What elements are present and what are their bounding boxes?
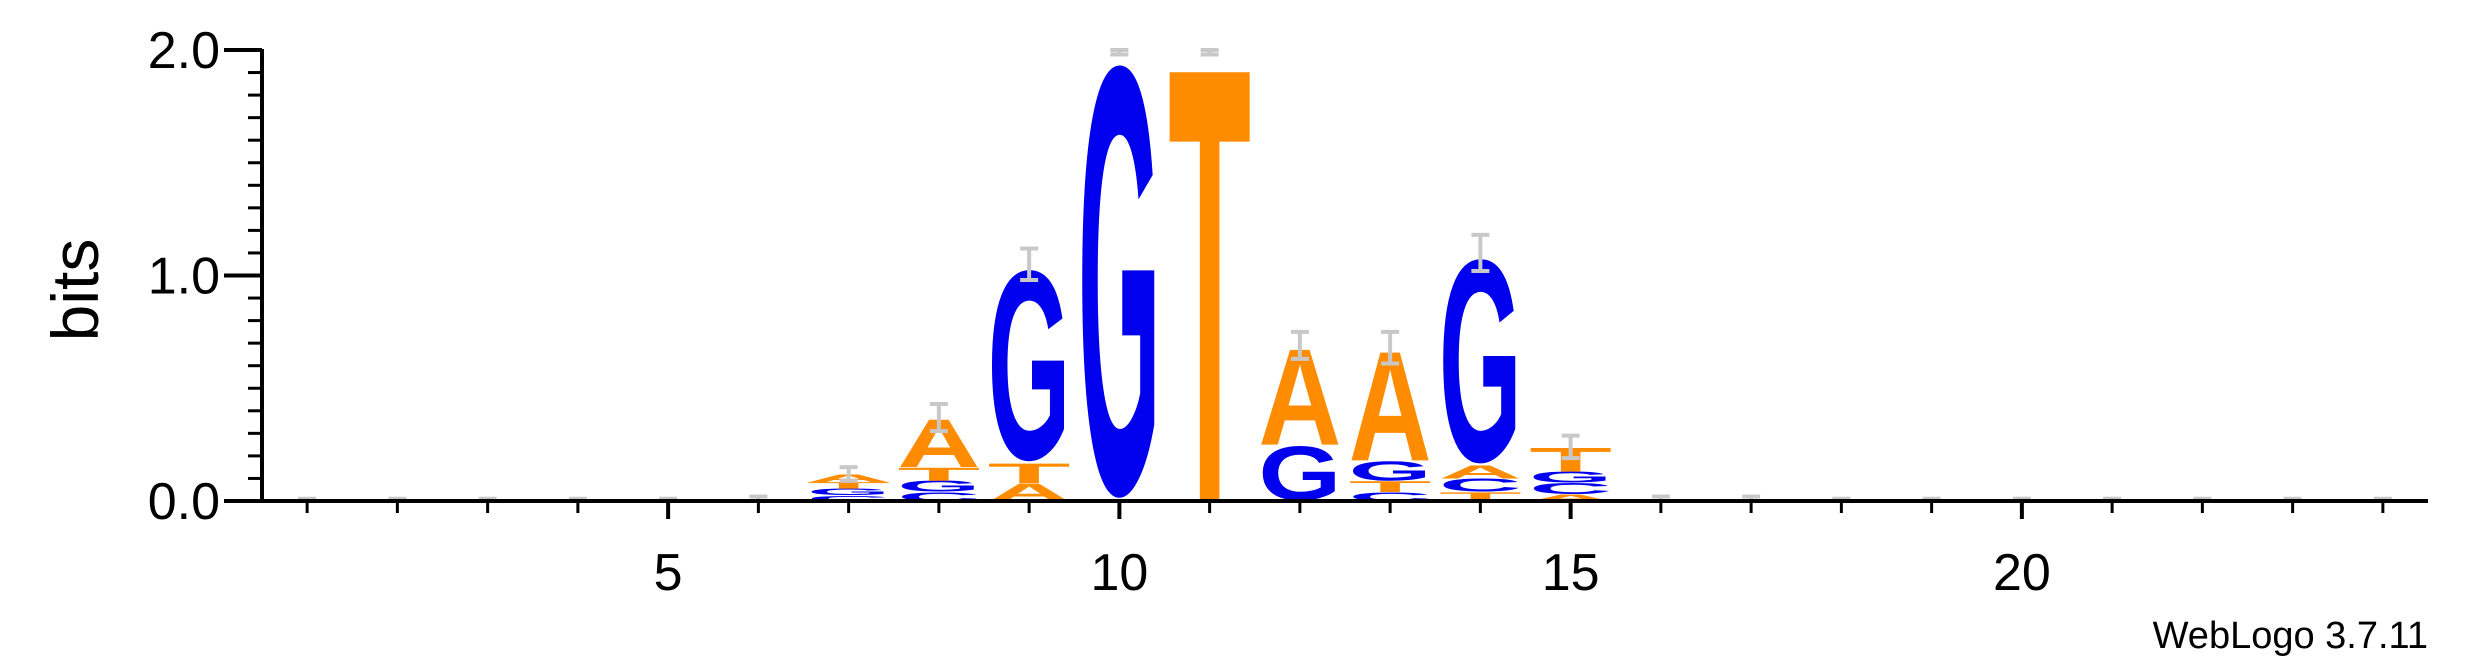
error-bar-pos-9 (1020, 246, 1039, 283)
axes: 0.0 1.0 2.0 5 10 15 20 (148, 22, 2428, 602)
x-tick-label-20: 20 (1993, 544, 2051, 602)
error-bar-pos-7 (839, 465, 858, 483)
logo-letter-C-pos-15: C (1529, 480, 1612, 497)
logo-letter-G-pos-8: G (897, 478, 980, 495)
error-bar-pos-12 (1290, 329, 1309, 361)
logo-letter-T-pos-13: T (1349, 478, 1432, 495)
logo-letter-G-pos-7: G (807, 487, 890, 497)
logo-letter-T-pos-8: T (897, 464, 980, 485)
error-bar-pos-14 (1471, 232, 1490, 273)
logo-letter-G-pos-10: G (1078, 0, 1161, 621)
logo-letter-T-pos-11: T (1168, 0, 1251, 634)
logo-letter-C-pos-14: C (1439, 475, 1522, 496)
error-bar-pos-15 (1561, 433, 1580, 461)
error-bar-pos-11 (1200, 48, 1219, 57)
y-tick-label-0.0: 0.0 (148, 473, 220, 531)
x-tick-label-15: 15 (1542, 544, 1600, 602)
logo-letter-A-pos-14: A (1439, 462, 1522, 483)
logo-letter-T-pos-7: T (807, 480, 890, 490)
logo-letter-G-pos-15: G (1529, 469, 1612, 486)
weblogo-version-label: WebLogo 3.7.11 (2153, 615, 2428, 657)
logo-letter-T-pos-9: T (988, 457, 1071, 489)
logo-letter-G-pos-13: G (1349, 455, 1432, 486)
logo-letter-C-pos-7: C (807, 494, 890, 503)
y-tick-label-1.0: 1.0 (148, 248, 220, 306)
x-tick-label-10: 10 (1090, 544, 1148, 602)
error-bar-pos-8 (929, 402, 948, 434)
y-axis-label: bits (38, 239, 112, 342)
error-bar-pos-10 (1110, 48, 1129, 57)
error-bar-pos-13 (1381, 329, 1400, 366)
x-tick-label-5: 5 (654, 544, 683, 602)
logo-letter-A-pos-15: A (1529, 493, 1612, 503)
y-tick-label-2.0: 2.0 (148, 22, 220, 80)
